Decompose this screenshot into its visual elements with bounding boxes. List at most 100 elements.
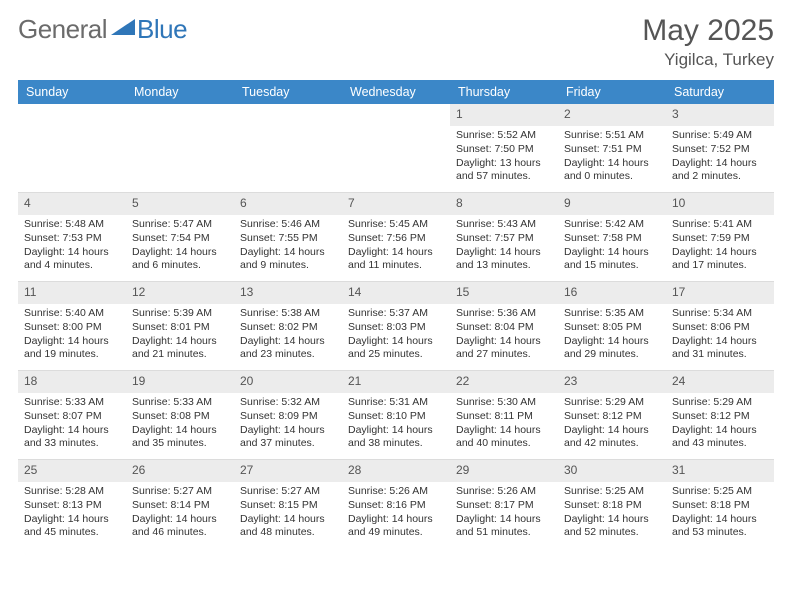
day-cell: 12Sunrise: 5:39 AMSunset: 8:01 PMDayligh… <box>126 282 234 370</box>
sunrise-text: Sunrise: 5:30 AM <box>456 396 552 410</box>
sunset-text: Sunset: 8:17 PM <box>456 499 552 513</box>
day-number: 29 <box>450 460 558 482</box>
week-row: ....1Sunrise: 5:52 AMSunset: 7:50 PMDayl… <box>18 104 774 193</box>
sunrise-text: Sunrise: 5:25 AM <box>672 485 768 499</box>
day-info: Sunrise: 5:51 AMSunset: 7:51 PMDaylight:… <box>562 129 662 184</box>
weekday-header: Thursday <box>450 80 558 104</box>
day-cell: 19Sunrise: 5:33 AMSunset: 8:08 PMDayligh… <box>126 371 234 459</box>
day-number: 10 <box>666 193 774 215</box>
sunrise-text: Sunrise: 5:41 AM <box>672 218 768 232</box>
day-cell: 30Sunrise: 5:25 AMSunset: 8:18 PMDayligh… <box>558 460 666 548</box>
day-cell: 25 Sunrise: 5:28 AMSunset: 8:13 PMDayligh… <box>18 460 126 548</box>
day-number: 4 <box>18 193 126 215</box>
daylight-text: Daylight: 14 hours and 2 minutes. <box>672 157 768 185</box>
daylight-text: Daylight: 14 hours and 9 minutes. <box>240 246 336 274</box>
day-info: Sunrise: 5:43 AMSunset: 7:57 PMDaylight:… <box>454 218 554 273</box>
day-info: Sunrise: 5:39 AMSunset: 8:01 PMDaylight:… <box>130 307 230 362</box>
sunrise-text: Sunrise: 5:48 AM <box>24 218 120 232</box>
day-info: Sunrise: 5:27 AMSunset: 8:14 PMDaylight:… <box>130 485 230 540</box>
day-number: 25 <box>18 460 126 482</box>
day-number: 11 <box>18 282 126 304</box>
daylight-text: Daylight: 14 hours and 27 minutes. <box>456 335 552 363</box>
sunset-text: Sunset: 7:50 PM <box>456 143 552 157</box>
day-cell: 20 Sunrise: 5:32 AMSunset: 8:09 PMDayligh… <box>234 371 342 459</box>
weekday-header: Saturday <box>666 80 774 104</box>
header: General Blue May 2025 Yigilca, Turkey <box>18 14 774 70</box>
day-number: 17 <box>666 282 774 304</box>
day-info: Sunrise: 5:46 AMSunset: 7:55 PMDaylight:… <box>238 218 338 273</box>
day-cell: 28Sunrise: 5:26 AMSunset: 8:16 PMDayligh… <box>342 460 450 548</box>
day-info: Sunrise: 5:40 AMSunset: 8:00 PMDaylight:… <box>22 307 122 362</box>
day-info: Sunrise: 5:33 AMSunset: 8:07 PMDaylight:… <box>22 396 122 451</box>
calendar-page: General Blue May 2025 Yigilca, Turkey Su… <box>0 0 792 558</box>
weekday-header: Monday <box>126 80 234 104</box>
sunset-text: Sunset: 7:51 PM <box>564 143 660 157</box>
daylight-text: Daylight: 14 hours and 52 minutes. <box>564 513 660 541</box>
sunset-text: Sunset: 7:59 PM <box>672 232 768 246</box>
sunset-text: Sunset: 8:12 PM <box>672 410 768 424</box>
day-info: Sunrise: 5:41 AMSunset: 7:59 PMDaylight:… <box>670 218 770 273</box>
month-title: May 2025 <box>642 14 774 48</box>
week-row: 25 Sunrise: 5:28 AMSunset: 8:13 PMDayligh… <box>18 460 774 548</box>
day-info: Sunrise: 5:36 AMSunset: 8:04 PMDaylight:… <box>454 307 554 362</box>
location-label: Yigilca, Turkey <box>642 50 774 70</box>
day-cell: 2Sunrise: 5:51 AMSunset: 7:51 PMDaylight… <box>558 104 666 192</box>
day-info: Sunrise: 5:29 AMSunset: 8:12 PMDaylight:… <box>562 396 662 451</box>
day-info: Sunrise: 5:38 AMSunset: 8:02 PMDaylight:… <box>238 307 338 362</box>
day-cell: 27 Sunrise: 5:27 AMSunset: 8:15 PMDayligh… <box>234 460 342 548</box>
daylight-text: Daylight: 14 hours and 46 minutes. <box>132 513 228 541</box>
sunrise-text: Sunrise: 5:27 AM <box>132 485 228 499</box>
sunrise-text: Sunrise: 5:35 AM <box>564 307 660 321</box>
sunset-text: Sunset: 8:07 PM <box>24 410 120 424</box>
title-block: May 2025 Yigilca, Turkey <box>642 14 774 70</box>
week-row: 18Sunrise: 5:33 AMSunset: 8:07 PMDayligh… <box>18 371 774 460</box>
logo: General Blue <box>18 14 187 45</box>
daylight-text: Daylight: 14 hours and 25 minutes. <box>348 335 444 363</box>
daylight-text: Daylight: 14 hours and 53 minutes. <box>672 513 768 541</box>
daylight-text: Daylight: 14 hours and 15 minutes. <box>564 246 660 274</box>
day-info: Sunrise: 5:48 AMSunset: 7:53 PMDaylight:… <box>22 218 122 273</box>
day-number: 3 <box>666 104 774 126</box>
day-cell: . <box>342 104 450 192</box>
week-row: 11 Sunrise: 5:40 AMSunset: 8:00 PMDayligh… <box>18 282 774 371</box>
day-number: 21 <box>342 371 450 393</box>
logo-text-blue: Blue <box>137 14 187 45</box>
day-info: Sunrise: 5:45 AMSunset: 7:56 PMDaylight:… <box>346 218 446 273</box>
daylight-text: Daylight: 14 hours and 29 minutes. <box>564 335 660 363</box>
logo-triangle-icon <box>111 17 135 42</box>
day-info: Sunrise: 5:27 AMSunset: 8:15 PMDaylight:… <box>238 485 338 540</box>
day-cell: 9Sunrise: 5:42 AMSunset: 7:58 PMDaylight… <box>558 193 666 281</box>
day-info: Sunrise: 5:33 AMSunset: 8:08 PMDaylight:… <box>130 396 230 451</box>
sunrise-text: Sunrise: 5:45 AM <box>348 218 444 232</box>
sunrise-text: Sunrise: 5:25 AM <box>564 485 660 499</box>
daylight-text: Daylight: 14 hours and 13 minutes. <box>456 246 552 274</box>
daylight-text: Daylight: 14 hours and 42 minutes. <box>564 424 660 452</box>
day-info: Sunrise: 5:26 AMSunset: 8:16 PMDaylight:… <box>346 485 446 540</box>
day-number: 22 <box>450 371 558 393</box>
day-number: 8 <box>450 193 558 215</box>
daylight-text: Daylight: 14 hours and 49 minutes. <box>348 513 444 541</box>
daylight-text: Daylight: 14 hours and 38 minutes. <box>348 424 444 452</box>
sunrise-text: Sunrise: 5:34 AM <box>672 307 768 321</box>
sunset-text: Sunset: 7:58 PM <box>564 232 660 246</box>
sunset-text: Sunset: 8:04 PM <box>456 321 552 335</box>
day-info: Sunrise: 5:28 AMSunset: 8:13 PMDaylight:… <box>22 485 122 540</box>
sunrise-text: Sunrise: 5:36 AM <box>456 307 552 321</box>
daylight-text: Daylight: 14 hours and 48 minutes. <box>240 513 336 541</box>
day-number: 5 <box>126 193 234 215</box>
sunset-text: Sunset: 7:53 PM <box>24 232 120 246</box>
sunset-text: Sunset: 8:02 PM <box>240 321 336 335</box>
day-number: 26 <box>126 460 234 482</box>
daylight-text: Daylight: 14 hours and 6 minutes. <box>132 246 228 274</box>
day-number: 20 <box>234 371 342 393</box>
sunset-text: Sunset: 8:16 PM <box>348 499 444 513</box>
day-cell: 17Sunrise: 5:34 AMSunset: 8:06 PMDayligh… <box>666 282 774 370</box>
day-info: Sunrise: 5:32 AMSunset: 8:09 PMDaylight:… <box>238 396 338 451</box>
day-number: 23 <box>558 371 666 393</box>
day-number: 27 <box>234 460 342 482</box>
sunset-text: Sunset: 7:54 PM <box>132 232 228 246</box>
weekday-header: Friday <box>558 80 666 104</box>
day-number: 13 <box>234 282 342 304</box>
daylight-text: Daylight: 14 hours and 19 minutes. <box>24 335 120 363</box>
weekday-header-row: SundayMondayTuesdayWednesdayThursdayFrid… <box>18 80 774 104</box>
